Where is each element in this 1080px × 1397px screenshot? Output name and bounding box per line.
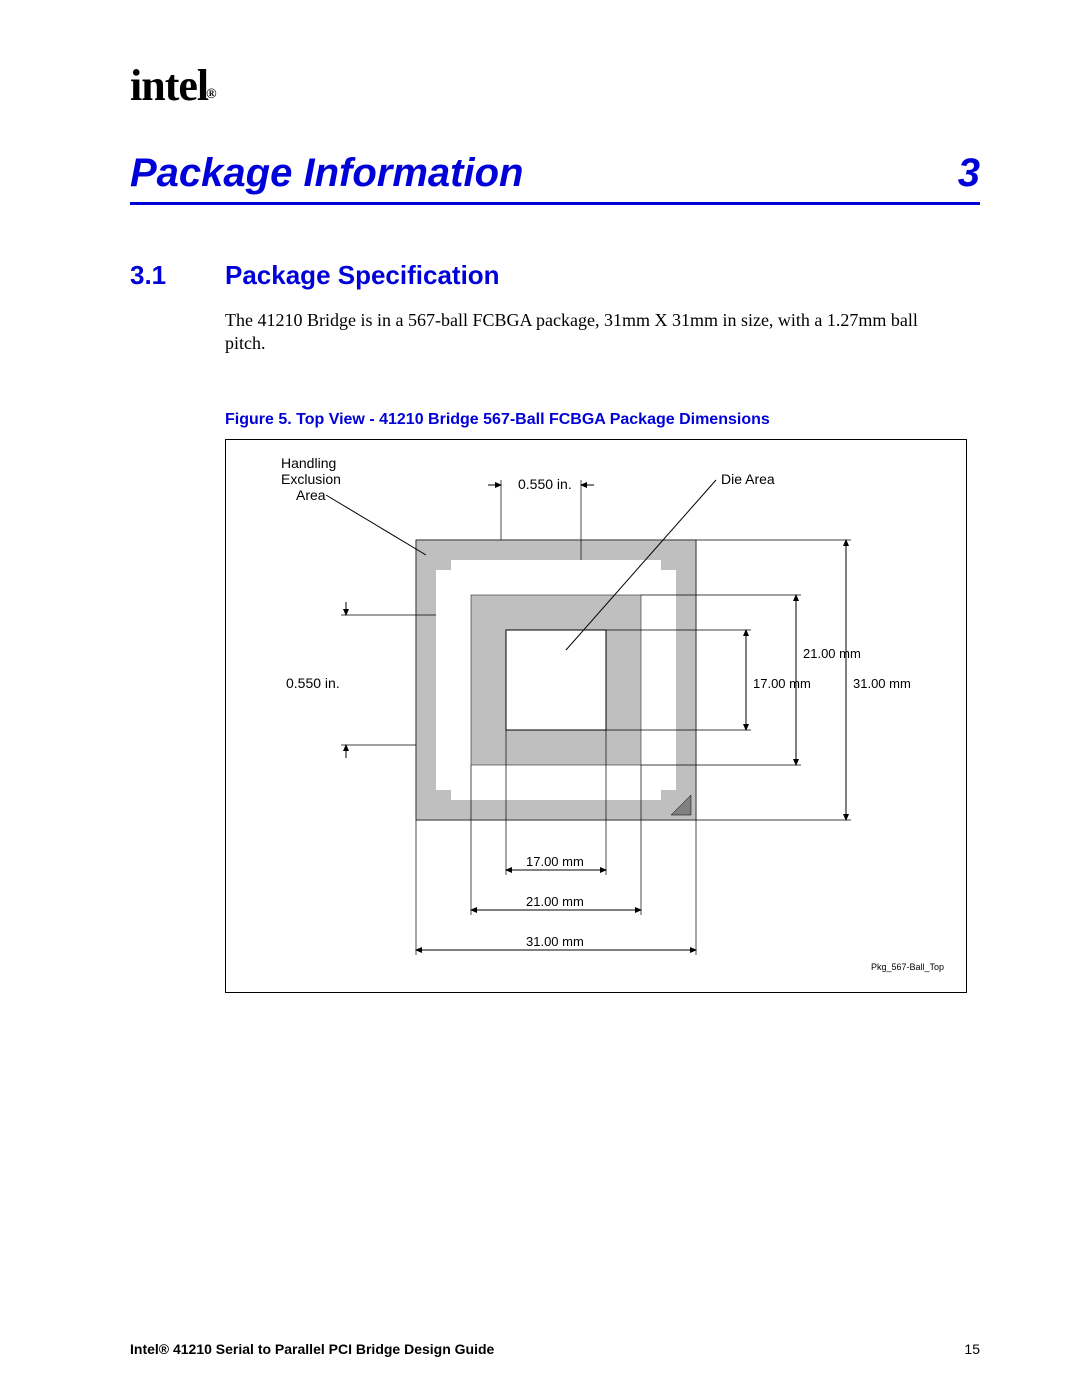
svg-text:0.550 in.: 0.550 in. <box>286 675 340 691</box>
svg-text:17.00 mm: 17.00 mm <box>526 854 584 869</box>
section-title: Package Specification <box>225 260 500 291</box>
svg-text:31.00 mm: 31.00 mm <box>853 676 911 691</box>
figure-caption: Figure 5. Top View - 41210 Bridge 567-Ba… <box>225 411 980 429</box>
leader-handling <box>326 495 426 555</box>
svg-text:17.00 mm: 17.00 mm <box>753 676 811 691</box>
svg-text:21.00 mm: 21.00 mm <box>526 894 584 909</box>
page-footer: Intel® 41210 Serial to Parallel PCI Brid… <box>130 1341 980 1357</box>
svg-text:Handling: Handling <box>281 455 336 471</box>
svg-text:0.550 in.: 0.550 in. <box>518 476 572 492</box>
logo-reg: ® <box>206 87 215 102</box>
chapter-number: 3 <box>958 151 980 196</box>
footer-doc-title: Intel® 41210 Serial to Parallel PCI Brid… <box>130 1341 494 1357</box>
chapter-header: Package Information 3 <box>130 151 980 205</box>
chapter-title: Package Information <box>130 151 523 196</box>
footer-page-number: 15 <box>964 1341 980 1357</box>
svg-text:Exclusion: Exclusion <box>281 471 341 487</box>
svg-text:31.00 mm: 31.00 mm <box>526 934 584 949</box>
section-number: 3.1 <box>130 260 225 291</box>
figure-box: Handling Exclusion Area Die Area 0.550 i… <box>225 439 967 993</box>
package-diagram: Handling Exclusion Area Die Area 0.550 i… <box>226 440 966 992</box>
svg-text:Area: Area <box>296 487 326 503</box>
logo-text: intel <box>130 61 208 110</box>
page: intel® Package Information 3 3.1 Package… <box>0 0 1080 1397</box>
intel-logo: intel® <box>130 60 980 111</box>
svg-text:Die Area: Die Area <box>721 471 775 487</box>
svg-text:Pkg_567-Ball_Top: Pkg_567-Ball_Top <box>871 962 944 972</box>
section-body: The 41210 Bridge is in a 567-ball FCBGA … <box>225 309 945 356</box>
section-header: 3.1 Package Specification <box>130 260 980 291</box>
svg-text:21.00 mm: 21.00 mm <box>803 646 861 661</box>
